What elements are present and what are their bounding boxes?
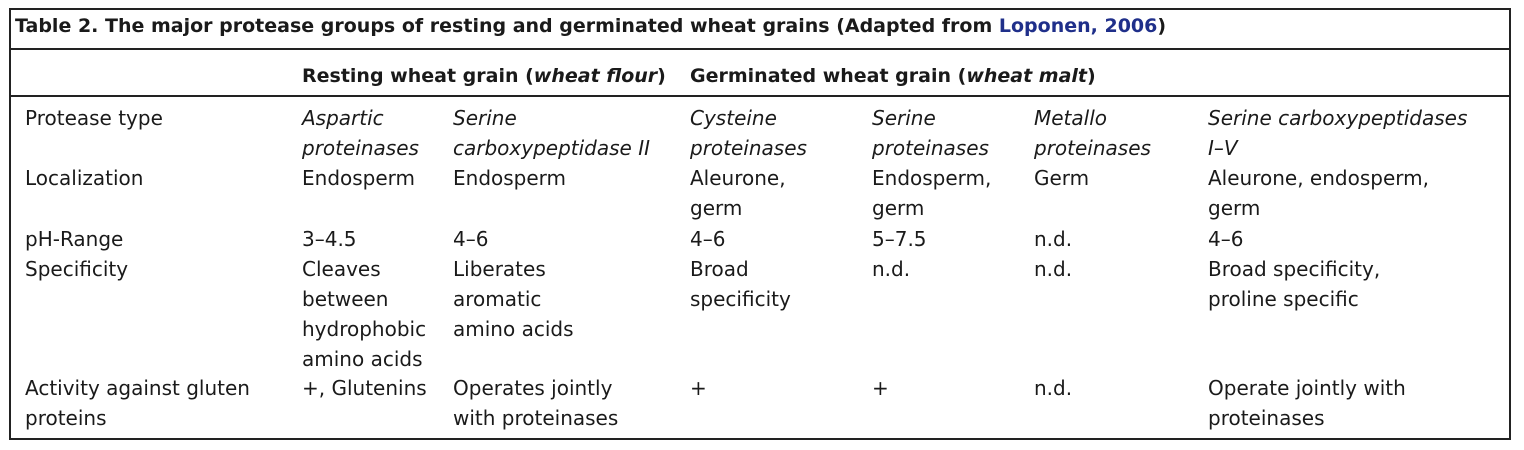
cell-localization-3: Aleurone, germ bbox=[690, 166, 786, 220]
group-header-germinated: Germinated wheat grain (wheat malt) bbox=[690, 65, 1096, 87]
table-frame bbox=[9, 8, 1511, 440]
row-label-activity: Activity against gluten proteins bbox=[25, 376, 250, 430]
cell-specificity-6: Broad specificity, proline specific bbox=[1208, 257, 1381, 311]
cell-protease-type-serine-carboxypeptidases: Serine carboxypeptidases I–V bbox=[1208, 106, 1468, 160]
cell-ph-range-6: 4–6 bbox=[1208, 227, 1244, 251]
cell-protease-type-metallo: Metallo proteinases bbox=[1034, 106, 1151, 160]
cell-specificity-1: Cleaves between hydrophobic amino acids bbox=[302, 257, 427, 371]
cell-ph-range-2: 4–6 bbox=[453, 227, 489, 251]
row-label-specificity: Specificity bbox=[25, 257, 129, 281]
cell-ph-range-5: n.d. bbox=[1034, 227, 1073, 251]
cell-ph-range-4: 5–7.5 bbox=[872, 227, 927, 251]
reference-link[interactable]: Loponen, 2006 bbox=[998, 15, 1158, 37]
cell-specificity-3: Broad specificity bbox=[690, 257, 791, 311]
cell-localization-5: Germ bbox=[1034, 166, 1090, 190]
caption-divider bbox=[9, 48, 1511, 50]
cell-activity-4: + bbox=[872, 376, 889, 400]
row-label-ph-range: pH-Range bbox=[25, 227, 124, 251]
caption-suffix: ) bbox=[1157, 15, 1167, 37]
cell-localization-4: Endosperm, germ bbox=[872, 166, 992, 220]
cell-ph-range-3: 4–6 bbox=[690, 227, 726, 251]
cell-activity-1: +, Glutenins bbox=[302, 376, 427, 400]
cell-activity-5: n.d. bbox=[1034, 376, 1073, 400]
cell-specificity-5: n.d. bbox=[1034, 257, 1073, 281]
table-caption: Table 2. The major protease groups of re… bbox=[15, 12, 1166, 40]
cell-specificity-2: Liberates aromatic amino acids bbox=[453, 257, 574, 341]
cell-specificity-4: n.d. bbox=[872, 257, 911, 281]
cell-protease-type-cysteine: Cysteine proteinases bbox=[690, 106, 807, 160]
header-divider bbox=[9, 95, 1511, 97]
cell-localization-1: Endosperm bbox=[302, 166, 416, 190]
cell-protease-type-aspartic: Aspartic proteinases bbox=[302, 106, 419, 160]
cell-activity-2: Operates jointly with proteinases bbox=[453, 376, 619, 430]
cell-localization-6: Aleurone, endosperm, germ bbox=[1208, 166, 1429, 220]
cell-protease-type-serine-carboxypeptidase-ii: Serine carboxypeptidase II bbox=[453, 106, 651, 160]
cell-activity-6: Operate jointly with proteinases bbox=[1208, 376, 1406, 430]
row-label-protease-type: Protease type bbox=[25, 106, 163, 130]
row-label-localization: Localization bbox=[25, 166, 144, 190]
group-header-resting: Resting wheat grain (wheat flour) bbox=[302, 65, 666, 87]
cell-ph-range-1: 3–4.5 bbox=[302, 227, 357, 251]
cell-activity-3: + bbox=[690, 376, 707, 400]
cell-protease-type-serine: Serine proteinases bbox=[872, 106, 989, 160]
cell-localization-2: Endosperm bbox=[453, 166, 567, 190]
caption-prefix: Table 2. The major protease groups of re… bbox=[15, 15, 999, 37]
